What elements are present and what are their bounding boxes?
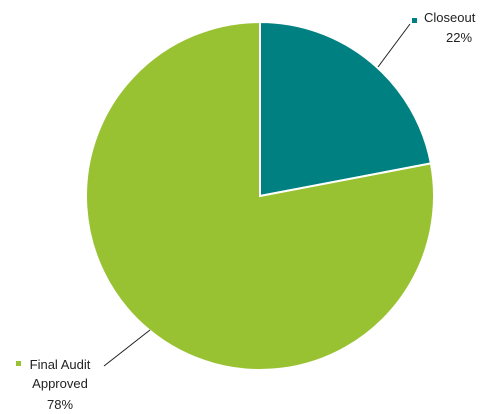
leader-line <box>103 329 151 367</box>
legend-marker <box>16 361 21 366</box>
slice-label-line: Closeout <box>424 10 476 25</box>
pie-slice-final-audit <box>85 20 436 371</box>
leader-line <box>377 23 411 68</box>
slices-layer <box>85 20 436 371</box>
labels-layer: Closeout 22% Final Audit Approved 78% <box>16 10 476 412</box>
legend-marker <box>412 18 417 23</box>
slice-label-line: 78% <box>47 397 73 412</box>
slice-label-line: 22% <box>446 30 472 45</box>
slice-label-line: Approved <box>32 376 88 391</box>
slice-label-line: Final Audit <box>30 357 91 372</box>
leader-lines-layer <box>103 23 411 367</box>
pie-slice-closeout <box>259 20 433 198</box>
